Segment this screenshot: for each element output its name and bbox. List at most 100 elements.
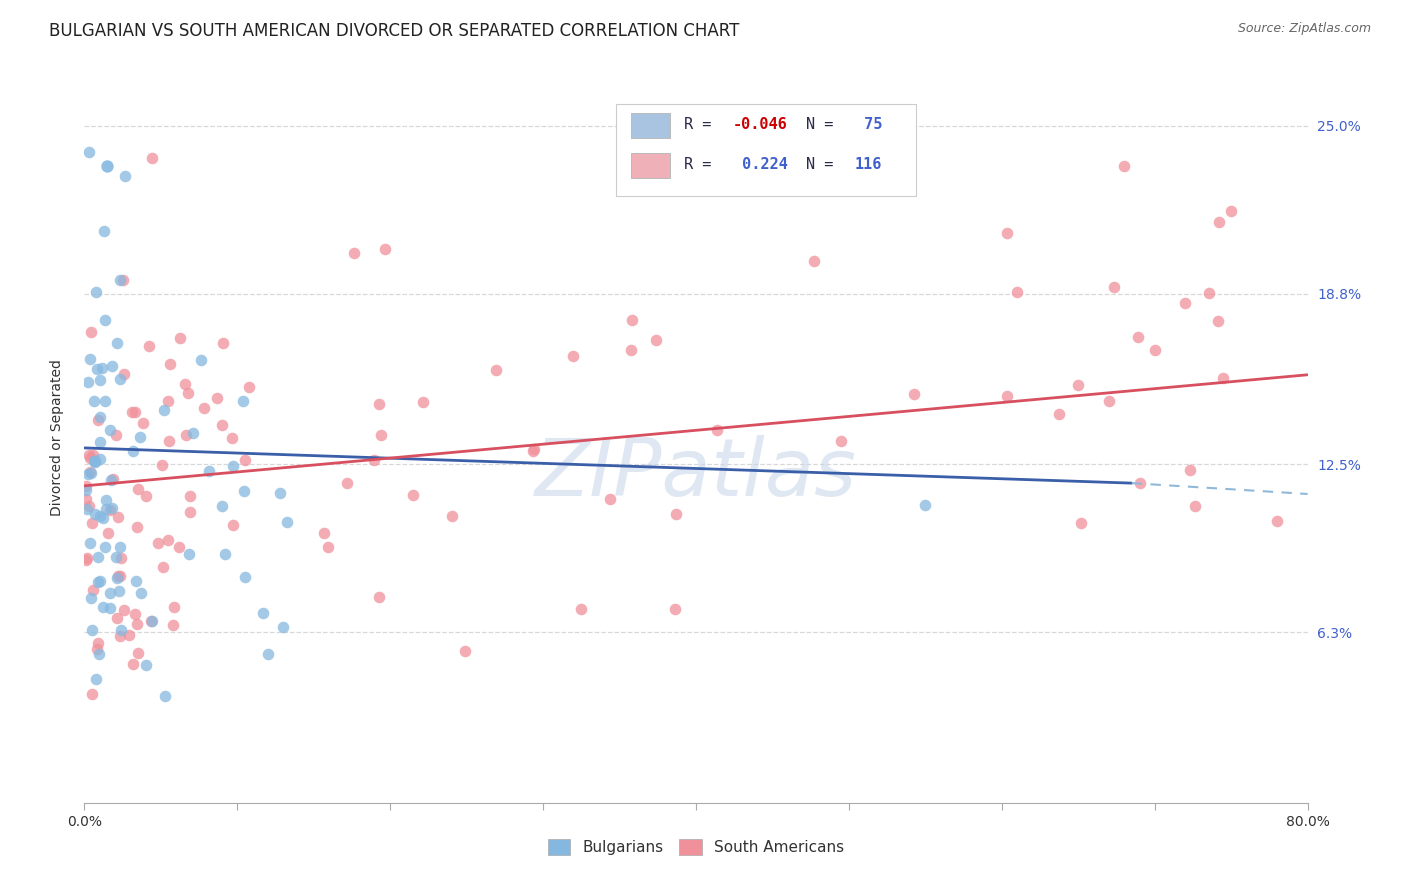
Point xyxy=(1206,313,1229,327)
Point xyxy=(112,367,135,381)
Text: 0.224: 0.224 xyxy=(733,158,787,172)
Point xyxy=(80,591,103,605)
Point xyxy=(128,430,150,444)
Point xyxy=(1174,296,1197,310)
Point xyxy=(86,361,108,376)
Point xyxy=(174,376,197,391)
Point xyxy=(125,574,148,588)
Point xyxy=(75,491,97,506)
Point xyxy=(706,423,728,437)
Point xyxy=(198,464,221,478)
Point xyxy=(645,333,668,347)
Point xyxy=(135,658,157,673)
Point xyxy=(1098,393,1121,408)
Point xyxy=(152,403,174,417)
Point xyxy=(96,159,118,173)
Point xyxy=(152,559,174,574)
Point xyxy=(169,331,191,345)
Point xyxy=(105,549,128,564)
Point xyxy=(96,492,118,507)
Point xyxy=(83,453,105,467)
Point xyxy=(108,568,131,582)
Point xyxy=(108,584,131,599)
Point xyxy=(114,169,136,183)
Point xyxy=(79,465,101,479)
Point xyxy=(110,623,132,637)
Bar xyxy=(631,113,671,138)
Point xyxy=(93,541,115,555)
Legend: Bulgarians, South Americans: Bulgarians, South Americans xyxy=(541,833,851,861)
Point xyxy=(124,405,146,419)
Point xyxy=(91,511,114,525)
Point xyxy=(89,434,111,449)
Point xyxy=(82,583,104,598)
Point xyxy=(232,394,254,409)
Point xyxy=(159,357,181,371)
Point xyxy=(1047,407,1070,421)
Point xyxy=(77,448,100,462)
Point xyxy=(156,394,179,409)
Point xyxy=(87,550,110,565)
Point xyxy=(118,628,141,642)
Point xyxy=(91,599,114,614)
Point xyxy=(1212,371,1234,385)
Text: N =: N = xyxy=(806,158,842,172)
Point xyxy=(89,373,111,387)
Point xyxy=(79,451,101,466)
Point xyxy=(1208,215,1230,229)
Point xyxy=(122,657,145,671)
Point xyxy=(370,428,392,442)
Point xyxy=(238,380,260,394)
Point xyxy=(276,515,298,529)
Point xyxy=(163,600,186,615)
Point xyxy=(271,620,294,634)
Point xyxy=(181,426,204,441)
Point xyxy=(221,518,243,533)
Point xyxy=(89,409,111,424)
Point xyxy=(127,646,149,660)
Point xyxy=(82,623,104,637)
Point xyxy=(995,389,1018,403)
Point xyxy=(97,526,120,541)
Point xyxy=(108,540,131,554)
Point xyxy=(125,616,148,631)
Point xyxy=(177,547,200,561)
Point xyxy=(94,313,117,327)
Point xyxy=(83,394,105,409)
FancyBboxPatch shape xyxy=(616,104,917,195)
Point xyxy=(94,394,117,409)
Point xyxy=(86,642,108,657)
Point xyxy=(830,434,852,448)
Point xyxy=(87,647,110,661)
Point xyxy=(79,351,101,366)
Point xyxy=(1220,204,1243,219)
Point xyxy=(135,489,157,503)
Point xyxy=(93,224,115,238)
Point xyxy=(108,273,131,287)
Point xyxy=(98,600,121,615)
Point xyxy=(599,491,621,506)
Point xyxy=(316,540,339,554)
Point xyxy=(1102,279,1125,293)
Point xyxy=(132,416,155,430)
Point xyxy=(124,607,146,622)
Point xyxy=(252,606,274,620)
Point xyxy=(621,313,644,327)
Point xyxy=(363,453,385,467)
Point xyxy=(101,359,124,373)
Point xyxy=(141,615,163,629)
Point xyxy=(454,644,477,658)
Point xyxy=(103,472,125,486)
Point xyxy=(76,467,98,482)
Point xyxy=(83,507,105,521)
Point xyxy=(211,418,233,433)
Point xyxy=(412,395,434,409)
Text: Source: ZipAtlas.com: Source: ZipAtlas.com xyxy=(1237,22,1371,36)
Point xyxy=(82,448,104,462)
Point xyxy=(257,647,280,661)
Point xyxy=(129,586,152,600)
Point xyxy=(664,507,686,521)
Text: ZIPatlas: ZIPatlas xyxy=(534,434,858,513)
Point xyxy=(162,617,184,632)
Point xyxy=(1178,463,1201,477)
